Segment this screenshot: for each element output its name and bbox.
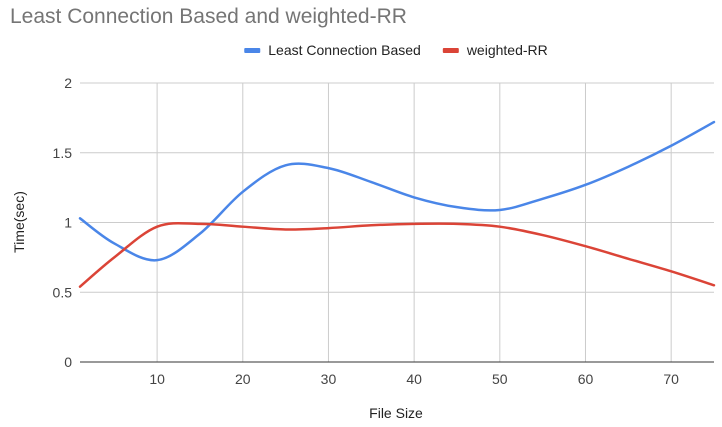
series-line-weighted-rr	[78, 221, 716, 288]
series-line-least-connection-based	[78, 120, 716, 262]
x-tick-label: 20	[235, 371, 251, 387]
x-tick-label: 60	[578, 371, 594, 387]
x-tick-label: 10	[149, 371, 165, 387]
legend-item: Least Connection Based	[244, 42, 421, 58]
legend-label: weighted-RR	[466, 42, 548, 58]
y-tick-label: 2	[64, 75, 72, 91]
y-tick-label: 0.5	[53, 284, 73, 300]
y-tick-label: 1	[64, 215, 72, 231]
y-tick-label: 0	[64, 354, 72, 370]
x-tick-label: 40	[406, 371, 422, 387]
x-tick-labels: 10 20 30 40 50 60 70	[149, 371, 679, 387]
x-tick-label: 30	[321, 371, 337, 387]
legend: Least Connection Based weighted-RR	[244, 42, 548, 58]
legend-item: weighted-RR	[442, 42, 548, 58]
series-lines	[78, 120, 716, 288]
legend-label: Least Connection Based	[268, 42, 421, 58]
x-axis-label: File Size	[369, 405, 423, 421]
y-axis-label: Time(sec)	[11, 191, 27, 253]
x-tick-label: 70	[663, 371, 679, 387]
x-tick-label: 50	[492, 371, 508, 387]
y-tick-labels: 0 0.5 1 1.5 2	[53, 75, 73, 370]
legend-swatch	[442, 48, 459, 53]
y-tick-label: 1.5	[53, 145, 73, 161]
legend-swatch	[244, 48, 261, 53]
chart-title: Least Connection Based and weighted-RR	[10, 5, 407, 28]
